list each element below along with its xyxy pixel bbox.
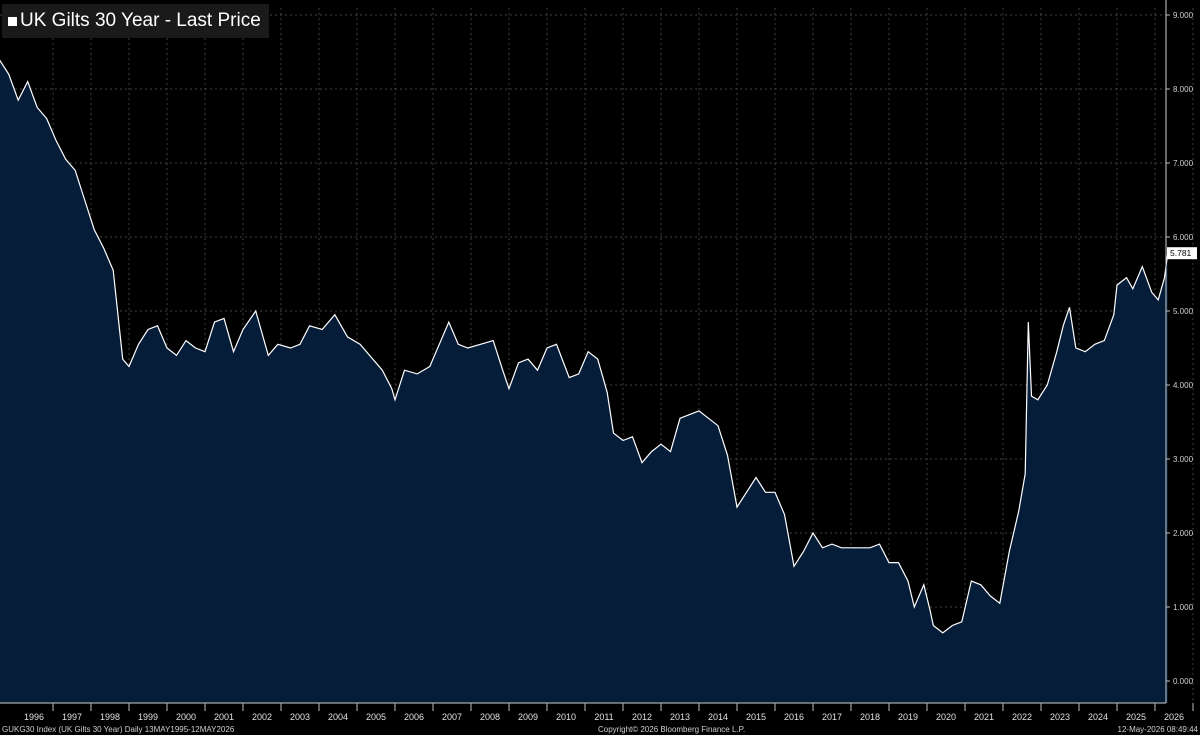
y-tick-label: 2.000 bbox=[1173, 529, 1194, 538]
x-tick-label: 2023 bbox=[1050, 712, 1070, 722]
y-tick-label: 8.000 bbox=[1173, 85, 1194, 94]
grid-lines bbox=[0, 8, 1194, 703]
x-tick-label: 2017 bbox=[822, 712, 842, 722]
legend-label: UK Gilts 30 Year - Last Price bbox=[20, 10, 261, 31]
y-tick-label: 9.000 bbox=[1173, 11, 1194, 20]
last-value-badge bbox=[1167, 247, 1197, 260]
y-axis-ticks: 0.000 1.000 2.000 3.000 4.000 5.000 6.000 7.000… bbox=[1166, 11, 1194, 686]
x-tick-label: 2018 bbox=[860, 712, 880, 722]
x-tick-label: 1998 bbox=[100, 712, 120, 722]
x-tick-label: 2005 bbox=[366, 712, 386, 722]
series-area bbox=[0, 60, 1168, 703]
x-tick-label: 2013 bbox=[670, 712, 690, 722]
last-value-label: 5.781 bbox=[1170, 248, 1192, 258]
x-tick-label: 2019 bbox=[898, 712, 918, 722]
x-tick-label: 2020 bbox=[936, 712, 956, 722]
x-tick-label: 1999 bbox=[138, 712, 158, 722]
legend: UK Gilts 30 Year - Last Price bbox=[2, 4, 269, 38]
y-tick-label: 6.000 bbox=[1173, 233, 1194, 242]
x-tick-label: 2008 bbox=[480, 712, 500, 722]
x-tick-label: 2006 bbox=[404, 712, 424, 722]
x-tick-label: 2021 bbox=[974, 712, 994, 722]
series-line bbox=[0, 59, 1169, 634]
y-tick-label: 3.000 bbox=[1173, 455, 1194, 464]
y-tick-label: 7.000 bbox=[1173, 159, 1194, 168]
x-tick-label: 2000 bbox=[176, 712, 196, 722]
footer-bar: GUKG30 Index (UK Gilts 30 Year) Daily 13… bbox=[0, 724, 1200, 735]
x-tick-label: 2011 bbox=[594, 712, 613, 722]
x-tick-label: 2010 bbox=[556, 712, 576, 722]
x-tick-label: 2001 bbox=[214, 712, 234, 722]
x-tick-label: 2012 bbox=[632, 712, 652, 722]
x-tick-label: 2015 bbox=[746, 712, 766, 722]
footer-ticker-info: GUKG30 Index (UK Gilts 30 Year) Daily 13… bbox=[2, 725, 235, 734]
x-tick-label: 2002 bbox=[252, 712, 272, 722]
footer-copyright: Copyright© 2026 Bloomberg Finance L.P. bbox=[598, 725, 746, 734]
x-tick-label: 2009 bbox=[518, 712, 538, 722]
x-tick-label: 1997 bbox=[62, 712, 82, 722]
y-tick-label: 5.000 bbox=[1173, 307, 1194, 316]
x-tick-label: 1996 bbox=[24, 712, 44, 722]
x-tick-label: 2025 bbox=[1126, 712, 1146, 722]
y-tick-label: 4.000 bbox=[1173, 381, 1194, 390]
legend-swatch bbox=[8, 16, 17, 26]
x-tick-label: 2003 bbox=[290, 712, 310, 722]
axes bbox=[0, 0, 1167, 704]
x-tick-label: 2026 bbox=[1164, 712, 1184, 722]
x-tick-label: 2007 bbox=[442, 712, 462, 722]
footer-timestamp: 12-May-2026 08:49:44 bbox=[1117, 725, 1199, 734]
y-tick-label: 0.000 bbox=[1173, 677, 1194, 686]
y-tick-label: 1.000 bbox=[1173, 603, 1194, 612]
x-tick-label: 2016 bbox=[784, 712, 804, 722]
x-tick-label: 2004 bbox=[328, 712, 348, 722]
x-tick-label: 2022 bbox=[1012, 712, 1032, 722]
x-axis-ticks: 1996 1997 1998 1999 2000 2001 2002 2003 2004 2005… bbox=[24, 703, 1194, 722]
last-value-marker: 5.781 bbox=[1167, 247, 1197, 260]
x-tick-label: 2024 bbox=[1088, 712, 1108, 722]
x-tick-label: 2014 bbox=[708, 712, 728, 722]
